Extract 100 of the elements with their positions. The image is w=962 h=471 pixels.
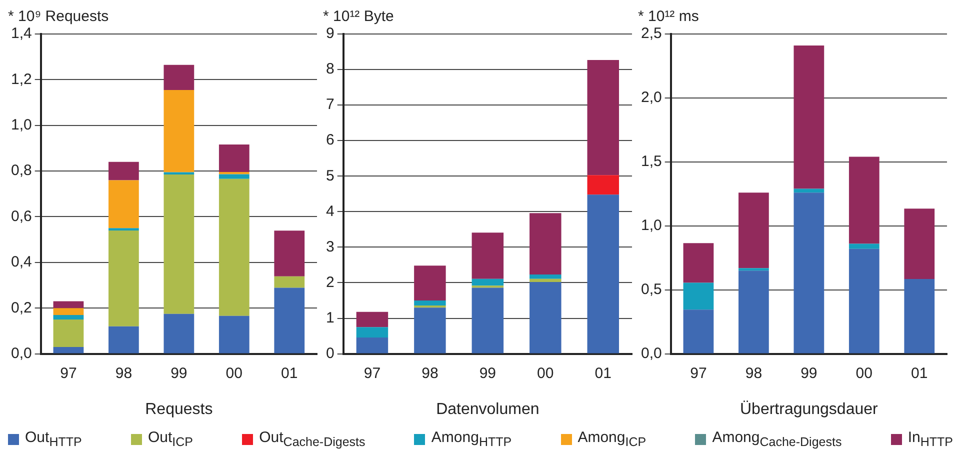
- bar: [164, 90, 194, 172]
- legend-label: In$_{HTTP}$: [908, 429, 953, 449]
- bar: [530, 278, 562, 282]
- legend-label: Out$_{HTTP}$: [25, 429, 82, 449]
- bar: [274, 230, 305, 276]
- y-axis-title: * 10⁹ Requests: [8, 8, 109, 26]
- legend-label: Among$_{Cache-Digests}$: [712, 429, 842, 449]
- y-tick-label: 2: [326, 274, 334, 291]
- legend-label: Out$_{ICP}$: [148, 429, 193, 449]
- bar: [218, 178, 250, 316]
- bar: [108, 162, 139, 180]
- bar: [218, 316, 250, 354]
- y-tick-label: 5: [326, 167, 334, 184]
- bar: [587, 175, 620, 195]
- y-tick-label: 1: [326, 309, 334, 326]
- x-axis-title: Requests: [145, 400, 213, 418]
- bar: [738, 270, 769, 354]
- y-tick-label: 3: [326, 238, 334, 256]
- bar: [53, 320, 84, 347]
- x-tick-label: 98: [115, 364, 132, 382]
- bar: [848, 248, 880, 354]
- y-axis-title: * 10¹² Byte: [323, 8, 394, 26]
- y-tick-label: 1,0: [640, 217, 662, 234]
- bar: [904, 208, 935, 279]
- x-tick-label: 97: [690, 364, 707, 382]
- x-axis-title: Übertragungsdauer: [740, 400, 879, 418]
- bar: [414, 300, 446, 306]
- legend-label: Among$_{HTTP}$: [431, 429, 512, 449]
- x-tick-label: 01: [911, 364, 928, 382]
- bar: [530, 213, 562, 275]
- bar: [414, 305, 446, 308]
- bar: [848, 244, 880, 249]
- y-tick-label: 0,2: [10, 299, 32, 316]
- bar: [472, 288, 504, 354]
- x-tick-label: 00: [226, 364, 242, 382]
- x-tick-label: 99: [170, 364, 188, 382]
- legend-label: Among$_{ICP}$: [578, 429, 646, 449]
- bar: [414, 266, 446, 300]
- bar: [794, 46, 824, 189]
- bar: [587, 194, 620, 354]
- bar: [274, 276, 305, 288]
- x-tick-label: 98: [422, 364, 438, 382]
- y-tick-label: 1,4: [10, 25, 32, 42]
- bar: [472, 232, 504, 279]
- bar: [738, 192, 769, 268]
- bar: [164, 314, 194, 354]
- bar: [356, 312, 388, 328]
- y-axis-title: * 10¹² ms: [638, 8, 699, 26]
- y-tick-label: 0: [326, 344, 334, 362]
- bar: [53, 346, 84, 354]
- y-tick-label: 0,5: [640, 280, 662, 298]
- x-tick-label: 99: [800, 364, 818, 382]
- y-tick-label: 9: [326, 25, 334, 42]
- y-tick-label: 1,5: [640, 153, 662, 170]
- bar: [848, 156, 880, 244]
- y-tick-label: 1,0: [10, 116, 32, 134]
- bar: [683, 310, 714, 354]
- bar: [530, 274, 562, 279]
- bar: [738, 268, 769, 271]
- x-tick-label: 98: [745, 364, 762, 382]
- x-tick-label: 01: [594, 364, 612, 382]
- bar: [683, 243, 714, 283]
- bar: [108, 230, 139, 326]
- bar: [472, 278, 504, 286]
- y-tick-label: 0,4: [10, 254, 32, 271]
- bar: [218, 174, 250, 179]
- bar: [274, 288, 305, 354]
- bar: [414, 308, 446, 354]
- x-tick-label: 97: [60, 364, 77, 382]
- x-axis-title: Datenvolumen: [436, 400, 540, 418]
- y-tick-label: 8: [326, 60, 334, 78]
- y-tick-label: 2,0: [640, 89, 662, 106]
- bar: [108, 180, 139, 228]
- y-tick-label: 0,6: [10, 208, 32, 225]
- y-tick-label: 7: [326, 96, 334, 114]
- bar: [794, 192, 824, 354]
- bar: [587, 60, 620, 176]
- bar: [164, 64, 194, 90]
- bar: [53, 308, 84, 315]
- y-tick-label: 2,5: [640, 25, 662, 42]
- y-tick-label: 1,2: [10, 70, 32, 88]
- bar: [530, 282, 562, 354]
- bar: [794, 188, 824, 193]
- bar: [218, 144, 250, 172]
- y-tick-label: 0,0: [10, 344, 32, 362]
- y-tick-label: 0,0: [640, 344, 662, 362]
- x-tick-label: 00: [537, 364, 554, 382]
- y-tick-label: 6: [326, 132, 334, 149]
- bar: [218, 172, 250, 174]
- bar: [356, 327, 388, 338]
- bar: [904, 278, 935, 354]
- legend-label: Out$_{Cache-Digests}$: [259, 429, 366, 449]
- bar: [356, 337, 388, 354]
- y-tick-label: 4: [326, 202, 334, 220]
- y-tick-label: 0,8: [10, 162, 32, 180]
- x-tick-label: 00: [856, 364, 872, 382]
- bar: [53, 314, 84, 320]
- x-tick-label: 01: [281, 364, 298, 382]
- x-tick-label: 99: [479, 364, 496, 382]
- x-tick-label: 97: [364, 364, 381, 382]
